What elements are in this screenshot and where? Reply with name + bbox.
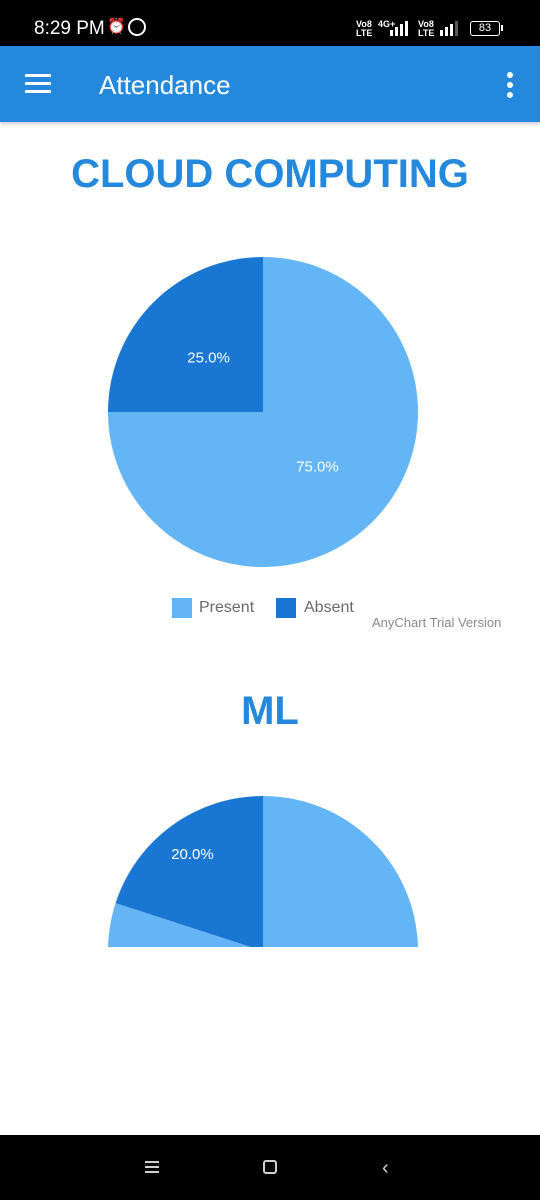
network-indicator: Vo8 LTE 4G+ Vo8 LTE	[356, 20, 466, 38]
legend-swatch-present	[172, 598, 192, 618]
network-type-label: 4G+	[378, 19, 396, 29]
pie-label-absent: 20.0%	[171, 846, 214, 863]
pie-label-absent: 25.0%	[187, 350, 230, 367]
hamburger-menu-icon[interactable]	[25, 74, 51, 94]
legend-label-absent: Absent	[304, 599, 354, 616]
recents-icon[interactable]	[145, 1161, 159, 1173]
status-bar: 8:29 PM ⏰ Vo8 LTE 4G+ Vo8 LTE 83	[0, 0, 540, 46]
pie-label-present: 75.0%	[296, 458, 339, 475]
chart-title-cloud-computing: CLOUD COMPUTING	[71, 152, 469, 196]
pie-chart-ml: 20.0%	[108, 796, 418, 947]
legend-swatch-absent	[276, 598, 296, 618]
app-bar: Attendance	[0, 46, 540, 122]
chart-credits: AnyChart Trial Version	[372, 615, 502, 630]
signal-1-icon	[390, 20, 412, 36]
status-time: 8:29 PM	[34, 18, 105, 39]
network-1-label: Vo8 LTE	[356, 19, 373, 38]
pie-slice-absent	[115, 796, 263, 947]
back-icon[interactable]: ‹	[382, 1157, 389, 1179]
pie-chart-cloud-computing: 75.0% 25.0%	[108, 257, 418, 567]
more-vertical-icon[interactable]	[500, 70, 520, 100]
system-nav-bar: ‹	[0, 1135, 540, 1200]
battery-icon: 83	[470, 21, 503, 36]
page-title: Attendance	[99, 70, 231, 100]
whatsapp-icon	[128, 18, 146, 36]
chart-legend: Present Absent	[0, 597, 540, 621]
legend-label-present: Present	[199, 599, 255, 616]
pie-slice-absent	[108, 257, 263, 412]
home-icon[interactable]	[263, 1160, 277, 1174]
signal-2-icon	[440, 20, 462, 36]
network-2-label: Vo8 LTE	[418, 19, 435, 38]
chart-title-ml: ML	[241, 689, 299, 733]
alarm-clock-icon: ⏰	[107, 18, 126, 35]
pie-slice-present	[108, 796, 418, 947]
